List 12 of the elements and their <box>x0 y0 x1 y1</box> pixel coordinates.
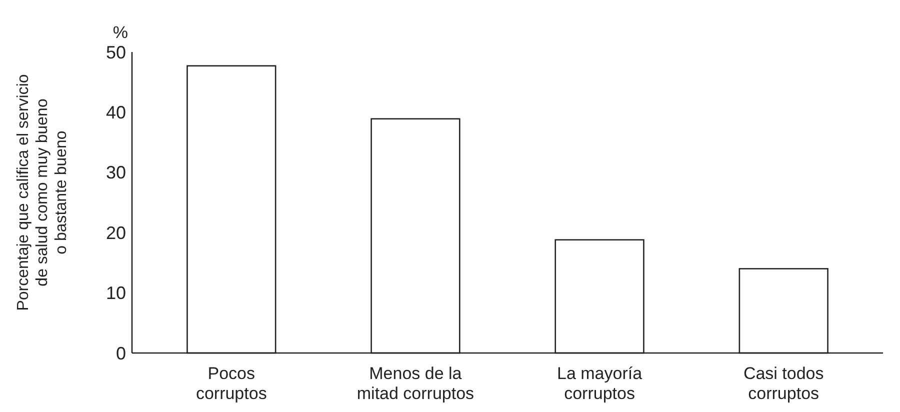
y-tick-label: 20 <box>106 222 126 243</box>
x-tick-label: La mayoría corruptos <box>557 364 643 403</box>
x-tick-label: Pocos corruptos <box>196 364 267 403</box>
y-tick-label: 0 <box>116 343 126 364</box>
text: % <box>112 23 128 42</box>
y-tick-label: 40 <box>106 102 126 122</box>
y-tick-label: 50 <box>106 42 126 62</box>
x-tick-label: Menos de la mitad corruptos <box>356 364 474 403</box>
y-tick-label: 10 <box>106 283 126 304</box>
y-tick-label: 30 <box>106 162 126 183</box>
y-axis-title: Porcentaje que califica el servicio de salud como muy bueno o bastante bueno <box>15 74 70 311</box>
x-tick-label: Casi todos corruptos <box>743 364 824 403</box>
